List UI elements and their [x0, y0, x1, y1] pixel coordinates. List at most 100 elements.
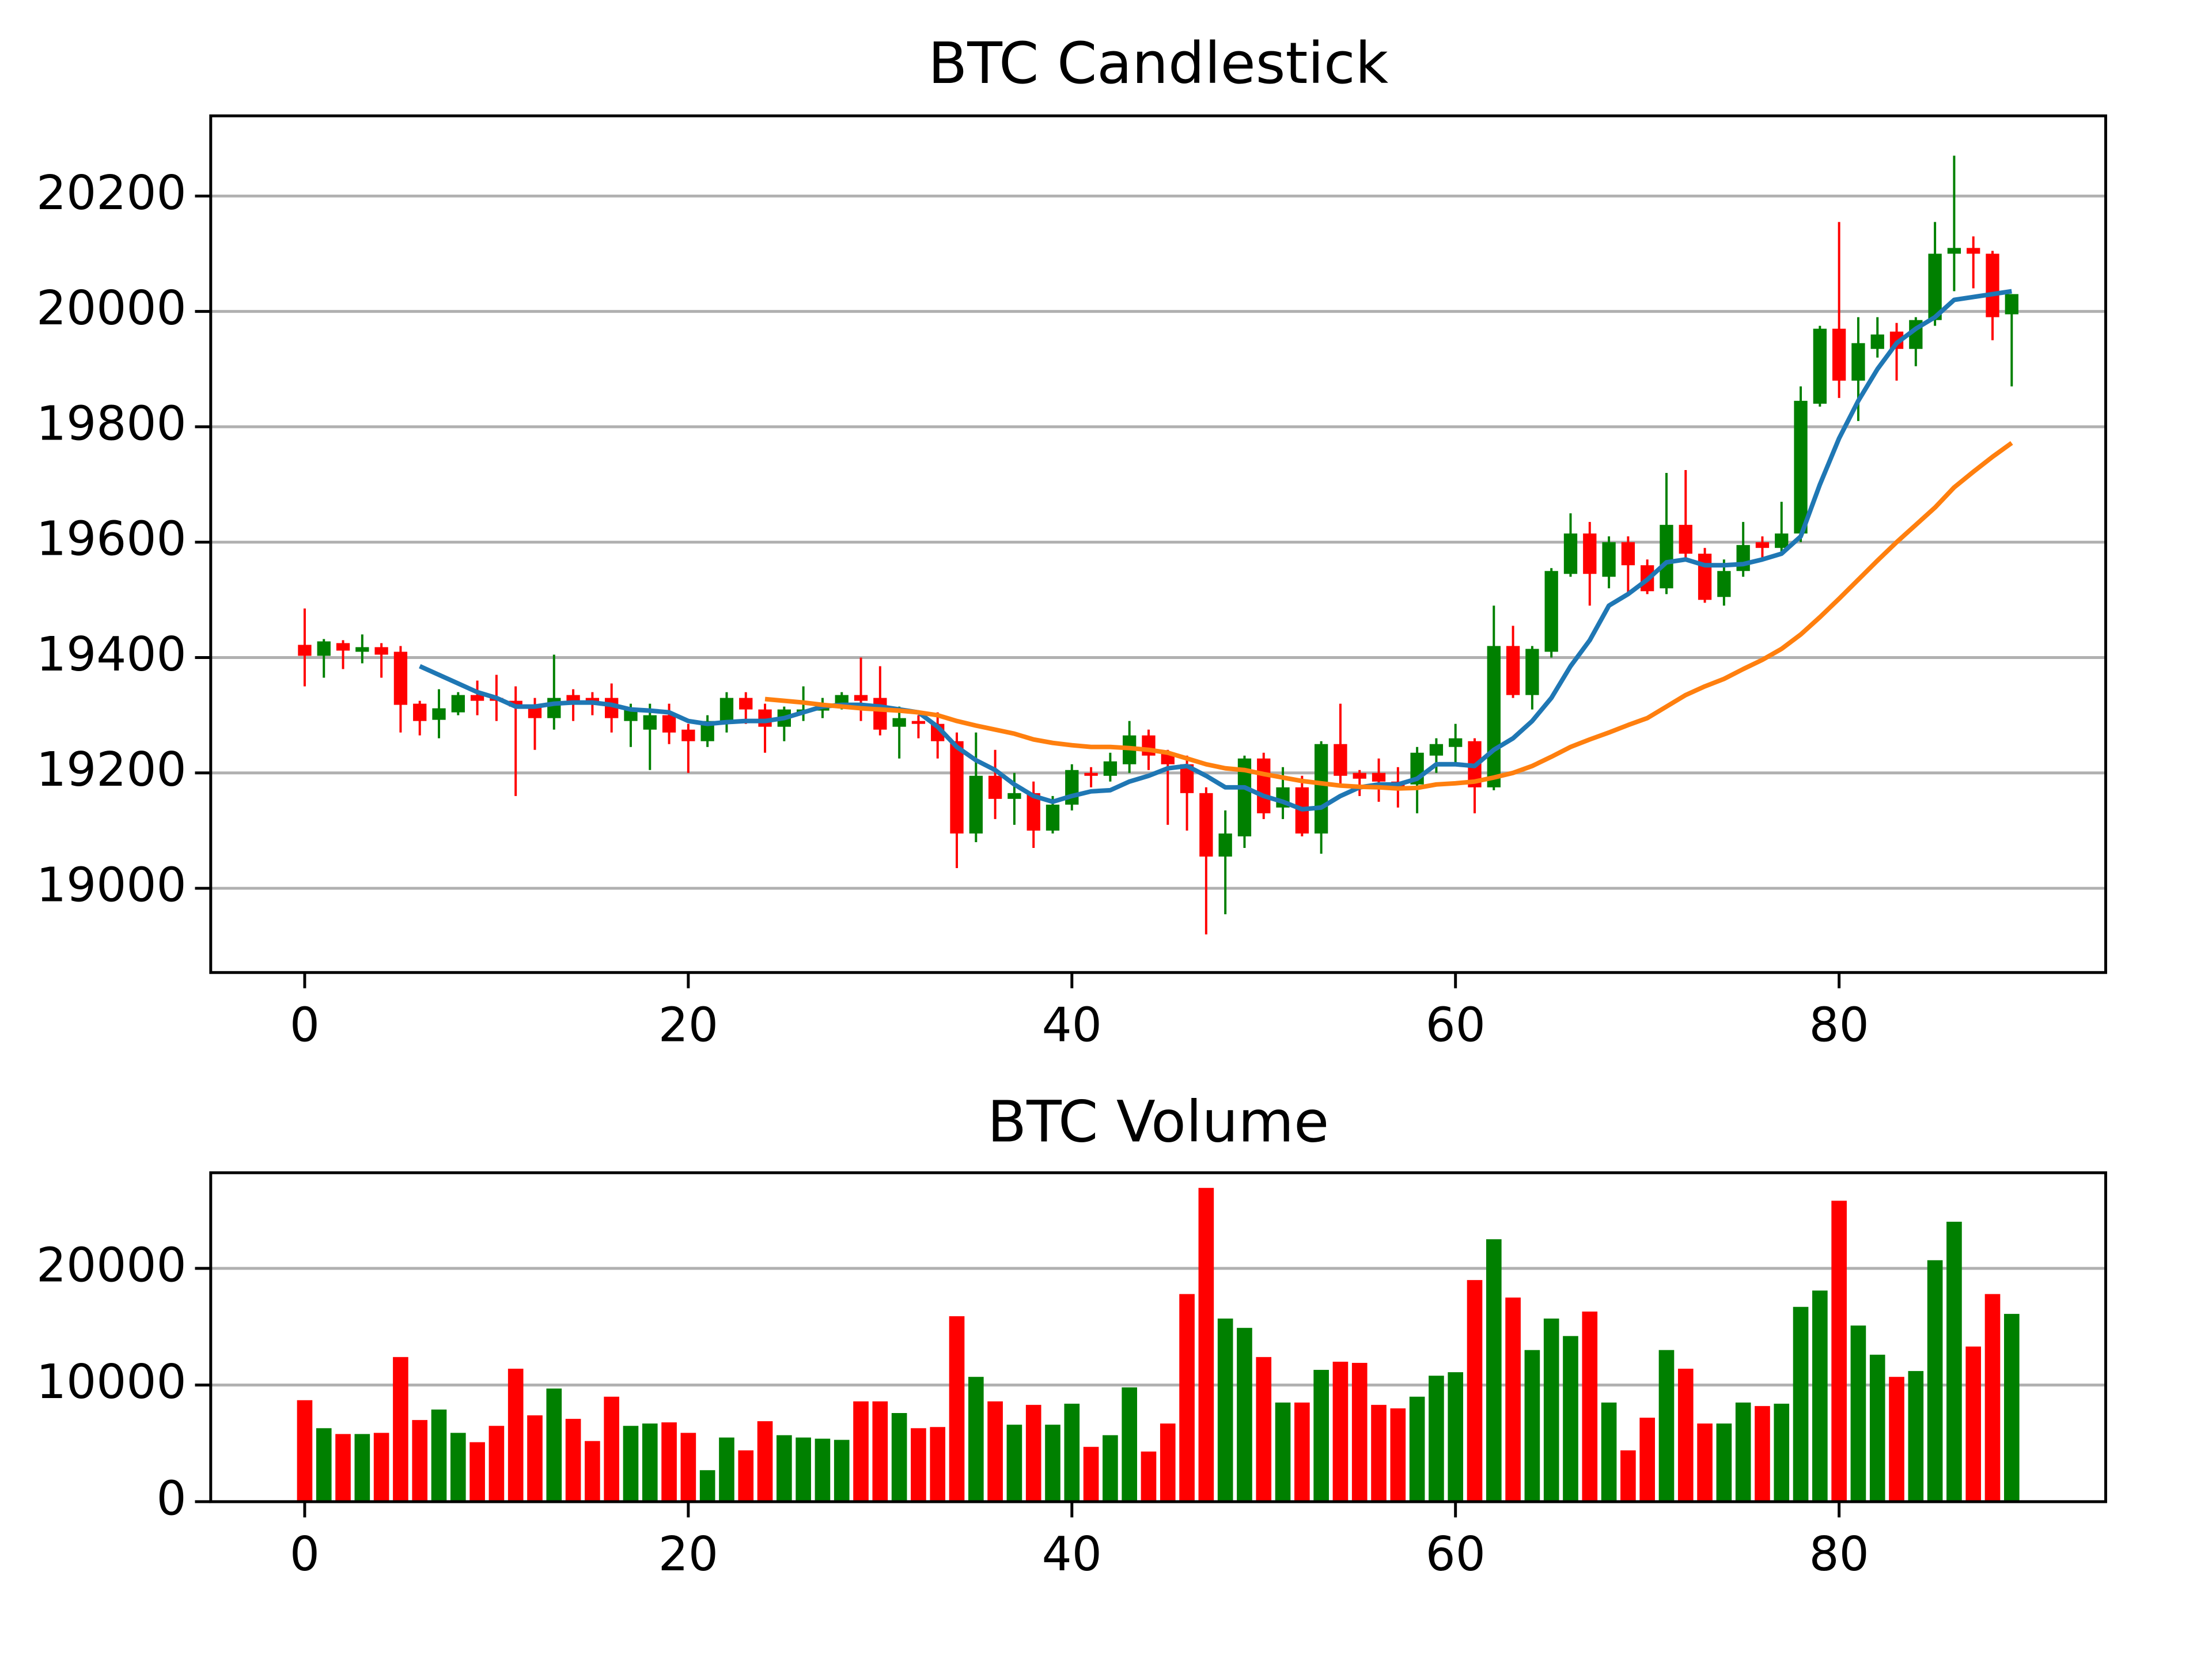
- volume-bar: [796, 1437, 811, 1502]
- y-tick-label: 19200: [36, 743, 187, 797]
- volume-bar: [777, 1435, 792, 1502]
- candle-body: [374, 647, 388, 655]
- y-tick-label: 20200: [36, 166, 187, 221]
- candle-body: [355, 647, 369, 652]
- volume-bar: [1927, 1260, 1943, 1502]
- axes-frame: [209, 1171, 2107, 1503]
- volume-bar: [1908, 1371, 1924, 1502]
- volume-bar: [1793, 1306, 1809, 1502]
- volume-bar: [1620, 1450, 1636, 1502]
- volume-bar: [469, 1442, 485, 1502]
- candle-body: [509, 700, 522, 707]
- candle-body: [1372, 772, 1386, 782]
- candle-body: [892, 718, 906, 727]
- candle-body: [1602, 542, 1616, 577]
- candle-body: [911, 721, 926, 724]
- volume-bar: [1083, 1446, 1099, 1502]
- x-tick-label: 60: [1426, 998, 1486, 1053]
- volume-bar: [1850, 1325, 1866, 1502]
- y-tick-label: 19000: [36, 858, 187, 913]
- volume-bar: [604, 1396, 620, 1502]
- candle-body: [873, 698, 887, 730]
- axes: BTC Candlestick 19000 19200 19400 19600 19800…: [36, 31, 2107, 1053]
- chart-title: BTC Candlestick: [928, 31, 1389, 97]
- volume-bar: [834, 1440, 850, 1502]
- volume-bar: [1486, 1239, 1502, 1502]
- x-tick-label: 40: [1042, 998, 1102, 1053]
- moving-average-line: [419, 289, 2012, 812]
- y-tick-label: 10000: [36, 1355, 187, 1410]
- volume-bar: [393, 1357, 408, 1502]
- x-tick-label: 0: [290, 998, 320, 1053]
- candle-body: [988, 775, 1002, 799]
- candle-body: [1947, 248, 1961, 254]
- candle-body: [1660, 525, 1673, 589]
- moving-average-line: [764, 441, 2013, 791]
- candle-body: [700, 721, 714, 741]
- y-tick-label: 20000: [36, 281, 187, 336]
- volume-bar: [450, 1433, 466, 1502]
- candle-body: [432, 708, 446, 720]
- candle-body: [835, 695, 849, 705]
- volume-bar: [1889, 1377, 1904, 1502]
- volume-bar: [1179, 1294, 1195, 1502]
- volume-bar: [642, 1423, 658, 1502]
- candle-body: [624, 709, 638, 721]
- volume-bar: [1658, 1350, 1675, 1502]
- candle-body: [1103, 761, 1118, 776]
- volume-bar: [2003, 1313, 2020, 1502]
- volume-bar: [1006, 1425, 1022, 1502]
- candle-body: [413, 703, 427, 721]
- candle-body: [950, 741, 964, 834]
- volume-bar: [699, 1470, 715, 1502]
- volume-bar: [1332, 1361, 1349, 1502]
- volume-bar: [623, 1426, 639, 1502]
- candle-body: [1257, 758, 1271, 813]
- volume-bar: [1217, 1318, 1233, 1502]
- volume-bar: [1390, 1408, 1406, 1502]
- candle-body: [662, 715, 676, 733]
- x-tick-label: 80: [1809, 998, 1869, 1053]
- volume-bar: [1677, 1369, 1694, 1502]
- volume-bar: [1141, 1451, 1157, 1502]
- candle-body: [1563, 533, 1578, 574]
- candle-body: [739, 698, 753, 710]
- candle-body: [1084, 772, 1098, 776]
- x-tick-label: 40: [1042, 1527, 1102, 1582]
- candle-body: [566, 695, 580, 701]
- candle-body: [1353, 772, 1366, 779]
- candle-body: [298, 645, 312, 656]
- x-tick-label: 80: [1809, 1527, 1869, 1582]
- volume-bar: [1429, 1376, 1444, 1502]
- volume-bar: [1697, 1423, 1713, 1502]
- y-tick-label: 19600: [36, 512, 187, 567]
- volume-bar: [1198, 1188, 1214, 1502]
- volume-bar: [1467, 1280, 1483, 1502]
- volume-bar: [911, 1428, 926, 1502]
- candle-body: [393, 652, 408, 705]
- volume-bar: [1984, 1294, 2001, 1502]
- volume-bar: [1064, 1403, 1080, 1502]
- volume-bar: [1639, 1418, 1655, 1502]
- volume-bar: [1601, 1402, 1617, 1502]
- candle-body: [1717, 571, 1731, 597]
- candle-body: [1180, 764, 1194, 793]
- candle-body: [1832, 328, 1846, 381]
- candle-body: [969, 775, 983, 834]
- x-tick-label: 60: [1426, 1527, 1486, 1582]
- axes-frame: [209, 114, 2107, 974]
- x-tick-label: 0: [290, 1527, 320, 1582]
- candle-body: [1621, 542, 1635, 566]
- volume-bar: [527, 1415, 543, 1502]
- volume-bar: [546, 1388, 562, 1502]
- volume-bar: [1774, 1403, 1790, 1502]
- volume-bar: [316, 1428, 332, 1502]
- candle-body: [547, 698, 561, 718]
- volume-bar: [1735, 1402, 1751, 1502]
- y-tick-label: 0: [156, 1471, 186, 1526]
- candle-body: [1775, 533, 1789, 548]
- candle-body: [1449, 738, 1463, 747]
- volume-bar: [1409, 1396, 1425, 1502]
- candle-body: [1046, 804, 1060, 831]
- volume-bar: [815, 1438, 831, 1502]
